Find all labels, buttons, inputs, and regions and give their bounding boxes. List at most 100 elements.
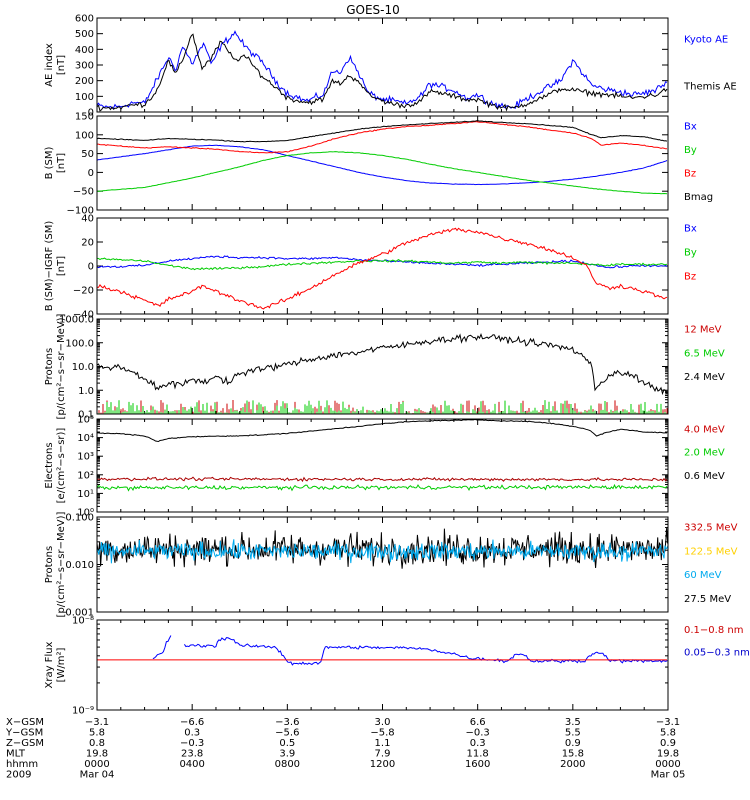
- legend-label: Bmag: [684, 192, 713, 203]
- y-tick-label: 10⁻⁹: [72, 706, 94, 717]
- y-tick-label: 0.1: [78, 410, 94, 421]
- y-tick-label: 100: [75, 130, 94, 141]
- y-axis-label: [W/m²]: [56, 647, 67, 682]
- panel-6: 0.001 0.010 0.100 Protons [p/(cm²−s−sr−MeV)]…: [44, 511, 738, 618]
- y-axis-label: [nT]: [56, 55, 67, 75]
- panel-frame: [96, 619, 669, 711]
- y-tick-label: −100: [67, 206, 94, 217]
- legend-label: 0.1−0.8 nm: [684, 625, 743, 636]
- y-axis-label: [p/(cm²−s−sr−MeV)]: [56, 313, 67, 419]
- y-axis-label: Electrons: [44, 442, 55, 488]
- legend-label: 2.0 MeV: [684, 448, 725, 459]
- series-Themis-AE: [97, 33, 668, 112]
- y-tick-label: 0: [88, 108, 94, 119]
- legend-label: 122.5 MeV: [684, 546, 738, 557]
- series-By: [97, 151, 668, 195]
- x-row-value: 5.8: [660, 728, 676, 739]
- x-row-value: 0.9: [660, 738, 676, 749]
- y-tick-label: 10¹: [77, 489, 94, 500]
- series-4-0-MeV: [97, 476, 668, 483]
- series-group: [97, 120, 668, 195]
- y-tick-label: −50: [73, 187, 94, 198]
- series-60-MeV: [97, 539, 668, 564]
- y-tick-label: −20: [73, 286, 94, 297]
- x-row-label: 2009: [6, 770, 31, 781]
- y-tick-label: −40: [73, 310, 94, 321]
- y-axis-label: AE index: [44, 43, 55, 87]
- legend-label: 12 MeV: [684, 325, 722, 336]
- x-row-value: 1600: [465, 759, 490, 770]
- series-2-0-MeV: [97, 483, 668, 492]
- y-axis-label: [nT]: [56, 153, 67, 173]
- x-row-value: 0.8: [89, 738, 105, 749]
- x-row-value: Mar 05: [651, 770, 686, 781]
- y-tick-label: 0.001: [65, 608, 94, 619]
- legend-label: 0.6 MeV: [684, 471, 725, 482]
- y-tick-label: 10⁴: [77, 433, 94, 444]
- panel-2: −100 −50 0 50 100 150 B (SM) [nT] Bx By Bz Bmag: [44, 112, 713, 217]
- series-group: [97, 527, 668, 569]
- x-row-value: 3.9: [279, 749, 295, 760]
- y-axis-label: Protons: [44, 546, 55, 583]
- y-tick-label: 40: [81, 214, 94, 225]
- y-tick-label: 600: [75, 14, 94, 25]
- series-Bmag: [97, 120, 668, 143]
- x-row-label: Y−GSM: [5, 728, 43, 739]
- y-tick-label: 10³: [77, 452, 94, 463]
- legend-label: By: [684, 248, 697, 259]
- x-row-value: 23.8: [181, 749, 203, 760]
- y-tick-label: 0.010: [65, 560, 94, 571]
- y-tick-label: 100: [75, 92, 94, 103]
- x-row-value: −5.8: [370, 728, 394, 739]
- y-tick-label: 1.0: [78, 386, 94, 397]
- x-row-value: 19.8: [86, 749, 108, 760]
- x-row-label: hhmm: [6, 759, 38, 770]
- panel-frame: [96, 17, 669, 113]
- x-row-value: 3.5: [565, 717, 581, 728]
- y-tick-label: 0: [88, 262, 94, 273]
- panel-frame: [96, 418, 669, 513]
- series-0-05-0-3-nm: [152, 635, 668, 666]
- x-row-value: 0.3: [184, 728, 200, 739]
- x-axis-table: X−GSM −3.1 −6.6 −3.6 3.0 6.6 3.5 −3.1Y−GSM 5.8 0.…: [5, 717, 685, 781]
- legend-label: Bz: [684, 272, 696, 283]
- panel-frame: [96, 516, 669, 613]
- y-tick-label: 20: [81, 238, 94, 249]
- x-row-value: −3.6: [275, 717, 299, 728]
- y-axis-label: B (SM): [44, 146, 55, 179]
- y-axis-label: Protons: [44, 348, 55, 385]
- series-group: [97, 227, 668, 310]
- x-row-value: Mar 04: [80, 770, 115, 781]
- series-group: [97, 635, 668, 666]
- legend-label: 60 MeV: [684, 570, 722, 581]
- x-row-value: 2000: [560, 759, 585, 770]
- x-row-value: 5.8: [89, 728, 105, 739]
- y-tick-label: 300: [75, 61, 94, 72]
- x-row-value: 0400: [179, 759, 204, 770]
- x-row-value: 0000: [84, 759, 109, 770]
- y-tick-label: 0: [88, 168, 94, 179]
- panel-7: 10⁻⁹ 10⁻⁸ Xray Flux [W/m²] 0.1−0.8 nm 0.05−0.…: [44, 616, 750, 717]
- x-row-value: 6.6: [470, 717, 486, 728]
- y-tick-label: 150: [75, 112, 94, 123]
- legend-label: 2.4 MeV: [684, 372, 725, 383]
- x-row-label: X−GSM: [6, 717, 44, 728]
- legend-label: Bx: [684, 121, 697, 132]
- y-tick-label: 10⁰: [77, 508, 94, 519]
- x-row-value: 0.3: [470, 738, 486, 749]
- y-tick-label: 400: [75, 45, 94, 56]
- x-row-value: 0.5: [279, 738, 295, 749]
- legend-label: 27.5 MeV: [684, 594, 731, 605]
- y-axis-label: [e/(cm²−s−sr)]: [56, 428, 67, 504]
- legend-label: By: [684, 145, 697, 156]
- series-Kyoto-AE: [97, 30, 668, 110]
- x-row-value: 1200: [370, 759, 395, 770]
- x-row-value: 3.0: [375, 717, 391, 728]
- legend-label: 332.5 MeV: [684, 523, 738, 534]
- x-row-value: 19.8: [657, 749, 679, 760]
- x-row-value: 7.9: [375, 749, 391, 760]
- x-row-value: 5.5: [565, 728, 581, 739]
- panel-4: 0.1 1.0 10.0 100.0 1000.0 Protons [p/(cm²−s−sr…: [44, 313, 725, 420]
- plot-title: GOES-10: [346, 3, 400, 17]
